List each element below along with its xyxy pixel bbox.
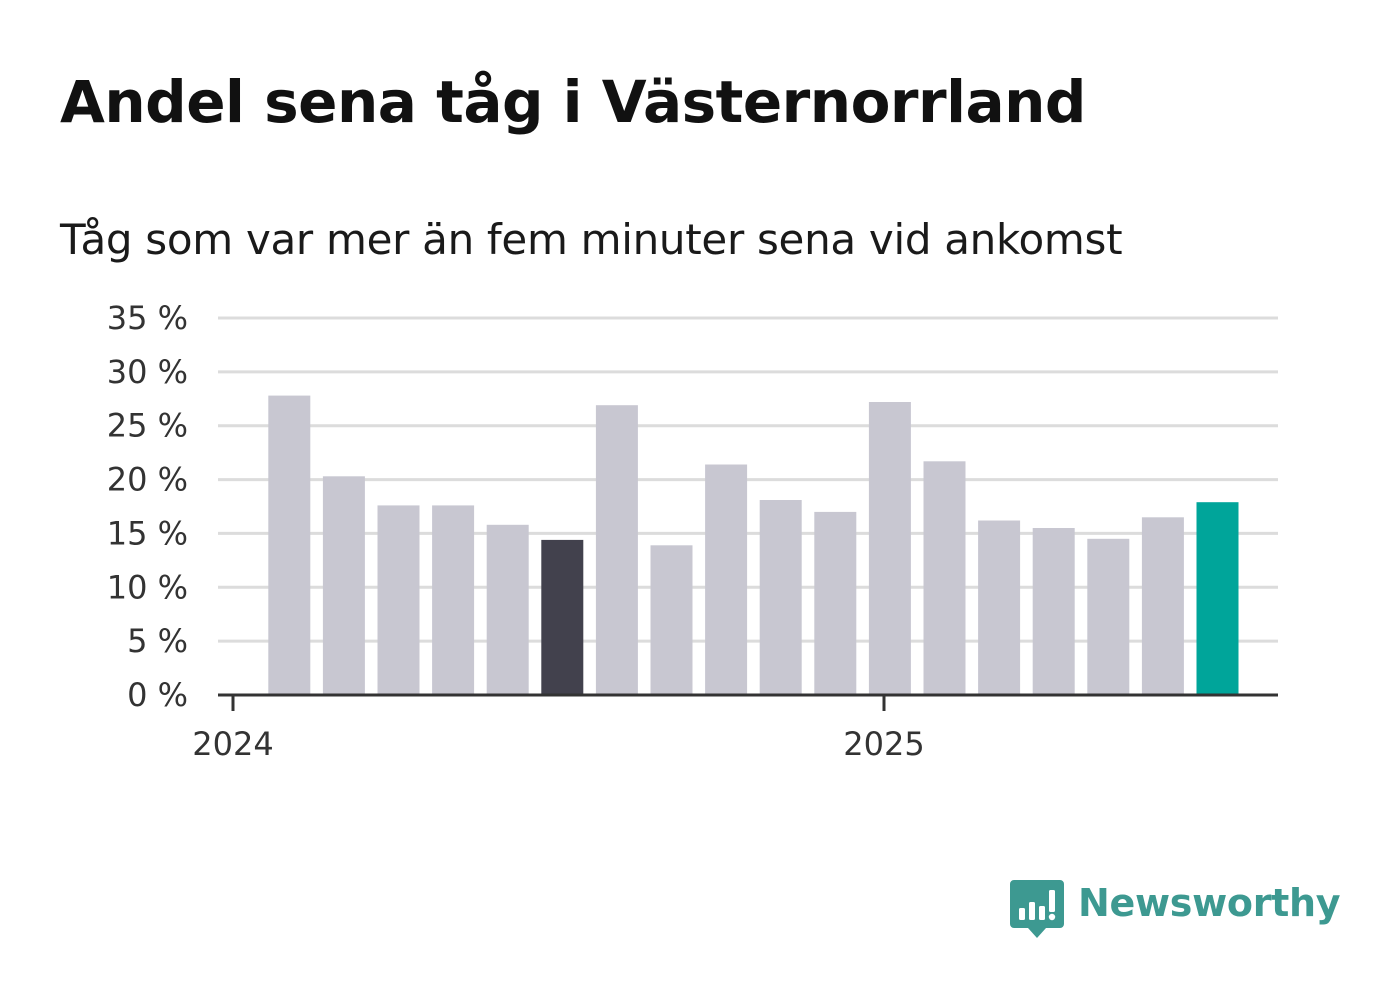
bar-2024-03 xyxy=(377,505,420,695)
x-tick-label: 2025 xyxy=(843,725,924,763)
bar-2025-06 xyxy=(1196,502,1239,695)
bar-2025-04 xyxy=(1087,538,1130,695)
bar-2024-12 xyxy=(868,402,911,695)
bar-2025-02 xyxy=(978,520,1021,695)
bar-2024-07 xyxy=(595,405,638,695)
bar-2024-02 xyxy=(322,476,365,695)
y-tick-label: 35 % xyxy=(107,299,188,337)
chart-subtitle: Tåg som var mer än fem minuter sena vid … xyxy=(60,215,1123,264)
x-axis xyxy=(218,693,1278,711)
bar-2024-10 xyxy=(759,500,802,695)
y-tick-label: 5 % xyxy=(127,622,188,660)
bar-2025-05 xyxy=(1141,517,1184,695)
y-tick-label: 10 % xyxy=(107,568,188,606)
bar-2024-08 xyxy=(650,545,693,695)
y-tick-label: 25 % xyxy=(107,407,188,445)
bar-2024-11 xyxy=(814,511,857,695)
newsworthy-bar-chart-icon xyxy=(1010,880,1064,938)
bar-2025-03 xyxy=(1032,528,1075,695)
y-tick-label: 0 % xyxy=(127,676,188,714)
x-axis-tick-labels: 2024 2025 xyxy=(192,725,924,763)
x-tick-label: 2024 xyxy=(192,725,273,763)
bar-2024-09 xyxy=(705,464,748,695)
y-axis-tick-labels: 0 % 5 % 10 % 15 % 20 % 25 % 30 % 35 % xyxy=(107,299,188,714)
newsworthy-logo: Newsworthy xyxy=(1010,878,1341,940)
y-tick-label: 20 % xyxy=(107,461,188,499)
bar-2024-01 xyxy=(268,395,311,695)
chart-title: Andel sena tåg i Västernorrland xyxy=(60,68,1086,136)
y-tick-label: 15 % xyxy=(107,514,188,552)
y-tick-label: 30 % xyxy=(107,353,188,391)
brand-name: Newsworthy xyxy=(1078,881,1341,925)
bar-2024-06 xyxy=(541,539,584,695)
bar-2024-04 xyxy=(432,505,475,695)
bars xyxy=(268,395,1239,695)
bar-2024-05 xyxy=(486,524,529,695)
bar-2025-01 xyxy=(923,461,966,695)
